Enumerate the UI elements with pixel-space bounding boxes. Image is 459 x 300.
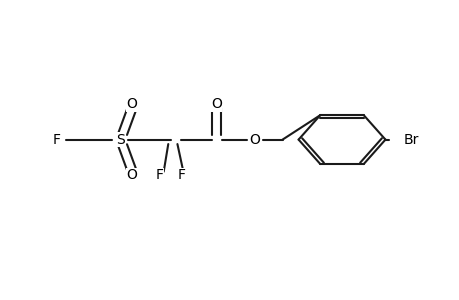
Text: F: F (178, 168, 185, 182)
Text: O: O (126, 168, 137, 182)
Text: O: O (249, 133, 260, 147)
Text: O: O (126, 97, 137, 111)
Text: S: S (116, 133, 124, 147)
Text: Br: Br (403, 133, 418, 147)
Text: F: F (155, 168, 163, 182)
Text: F: F (52, 133, 60, 147)
Text: O: O (210, 97, 221, 111)
